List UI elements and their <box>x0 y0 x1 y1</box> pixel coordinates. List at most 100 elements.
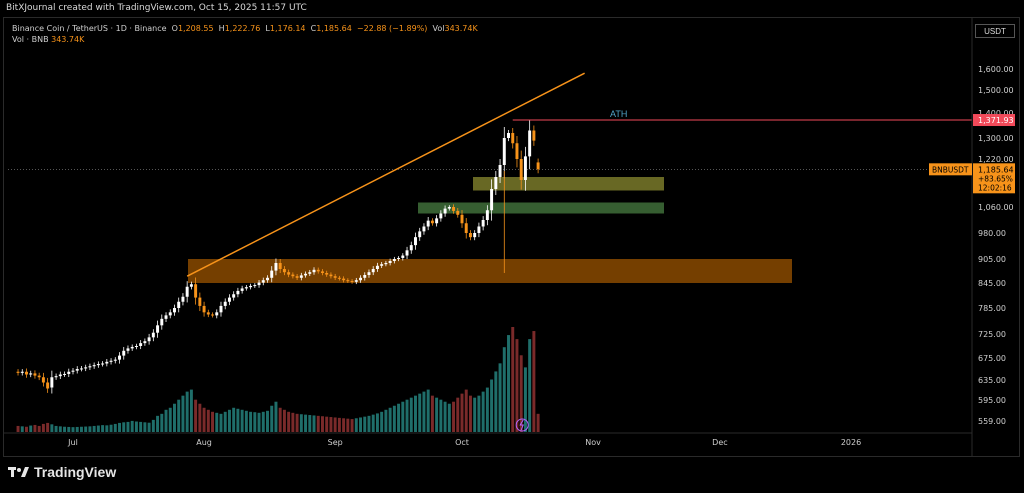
y-tick-label: 785.00 <box>978 304 1006 313</box>
volume-bar <box>134 421 138 432</box>
candle-body <box>392 259 396 261</box>
tradingview-logo[interactable]: TradingView <box>8 464 116 480</box>
candle-body <box>435 218 439 224</box>
candle-body <box>443 208 447 214</box>
candle-body <box>304 273 308 276</box>
candle-body <box>130 346 134 349</box>
candle-body <box>88 366 92 368</box>
volume-bar <box>278 407 282 432</box>
volume-bar <box>147 422 151 432</box>
ath-price-tag <box>973 114 1015 127</box>
volume-bar <box>397 403 401 432</box>
candle-body <box>528 130 532 157</box>
volume-legend: Vol · BNB 343.74K <box>12 35 84 44</box>
close-label: C <box>310 24 317 33</box>
candle-body <box>354 280 358 282</box>
candle-body <box>409 245 413 251</box>
candle-body <box>54 376 58 378</box>
open-value: 1,208.55 <box>177 24 214 33</box>
volume-bar <box>206 409 210 432</box>
candle-body <box>46 382 50 389</box>
candle-body <box>113 359 117 361</box>
volume-bar <box>308 415 312 432</box>
candle-body <box>147 337 151 342</box>
volume-bar <box>109 424 113 432</box>
candle-body <box>363 275 367 278</box>
volume-bar <box>299 414 303 432</box>
volume-bar <box>405 399 409 432</box>
y-tick-label: 1,220.00 <box>978 155 1014 164</box>
volume-bar <box>380 411 384 432</box>
volume-bar <box>168 407 172 432</box>
volume-bar <box>456 397 460 432</box>
candle-body <box>375 265 379 269</box>
candle-body <box>397 257 401 259</box>
volume-bar <box>388 407 392 432</box>
volume-bar <box>337 417 341 432</box>
candle-body <box>134 346 138 347</box>
volume-bar <box>29 425 33 432</box>
candle-body <box>79 368 83 370</box>
change-value: −22.88 (−1.89%) <box>356 24 428 33</box>
candle-body <box>291 274 295 277</box>
candle-body <box>430 220 434 224</box>
volume-bar <box>439 399 443 432</box>
candle-body <box>536 162 540 170</box>
candle-body <box>342 278 346 281</box>
volume-bar <box>215 412 219 432</box>
volume-bar <box>139 421 143 432</box>
volume-bar <box>177 399 181 432</box>
volume-bar <box>253 412 257 432</box>
currency-button[interactable]: USDT <box>975 24 1015 38</box>
volume-bar <box>249 411 253 432</box>
candle-body <box>29 373 33 375</box>
volume-bar <box>409 397 413 432</box>
header-bar: BitXJournal created with TradingView.com… <box>0 0 1024 17</box>
volume-bar <box>287 411 291 432</box>
candle-body <box>287 272 291 275</box>
candle-body <box>92 365 96 367</box>
symbol-tag-label: BNBUSDT <box>932 165 969 174</box>
y-tick-label: 675.00 <box>978 354 1006 363</box>
volume-bar <box>50 424 54 432</box>
candle-body <box>388 261 392 263</box>
candle-body <box>371 269 375 273</box>
candle-body <box>249 285 253 288</box>
candle-body <box>232 294 236 298</box>
candle-body <box>25 371 28 375</box>
candle-body <box>58 374 62 377</box>
volume-bar <box>84 426 88 432</box>
volume-bar <box>485 387 489 432</box>
volume-bar <box>392 405 396 432</box>
volume-bar <box>515 339 519 432</box>
volume-bar <box>329 417 333 432</box>
volume-bar <box>236 408 240 432</box>
volume-bar <box>528 339 532 432</box>
orange-support-zone <box>188 259 792 283</box>
candle-body <box>325 273 329 275</box>
volume-bar <box>202 407 206 432</box>
volume-bar <box>346 418 350 432</box>
y-tick-label: 980.00 <box>978 229 1006 238</box>
candle-body <box>359 277 363 281</box>
volume-bar <box>270 405 274 432</box>
volume-bar <box>181 395 185 432</box>
volume-bar <box>282 409 286 432</box>
candle-body <box>151 332 155 338</box>
candle-body <box>507 133 510 138</box>
olive-zone <box>473 177 664 191</box>
symbol-label[interactable]: Binance Coin / TetherUS · 1D · Binance <box>12 24 167 33</box>
candle-body <box>71 370 75 372</box>
volume-indicator-label[interactable]: Vol · BNB <box>12 35 49 44</box>
volume-bar <box>325 416 329 432</box>
candle-body <box>33 373 37 376</box>
volume-bar <box>519 355 523 432</box>
volume-bar <box>274 401 278 432</box>
chart-frame <box>3 17 1020 457</box>
volume-bar <box>418 393 422 432</box>
volume-bar <box>511 327 515 432</box>
green-zone <box>418 202 664 214</box>
close-value: 1,185.64 <box>316 24 352 33</box>
lightning-icon <box>519 419 524 431</box>
